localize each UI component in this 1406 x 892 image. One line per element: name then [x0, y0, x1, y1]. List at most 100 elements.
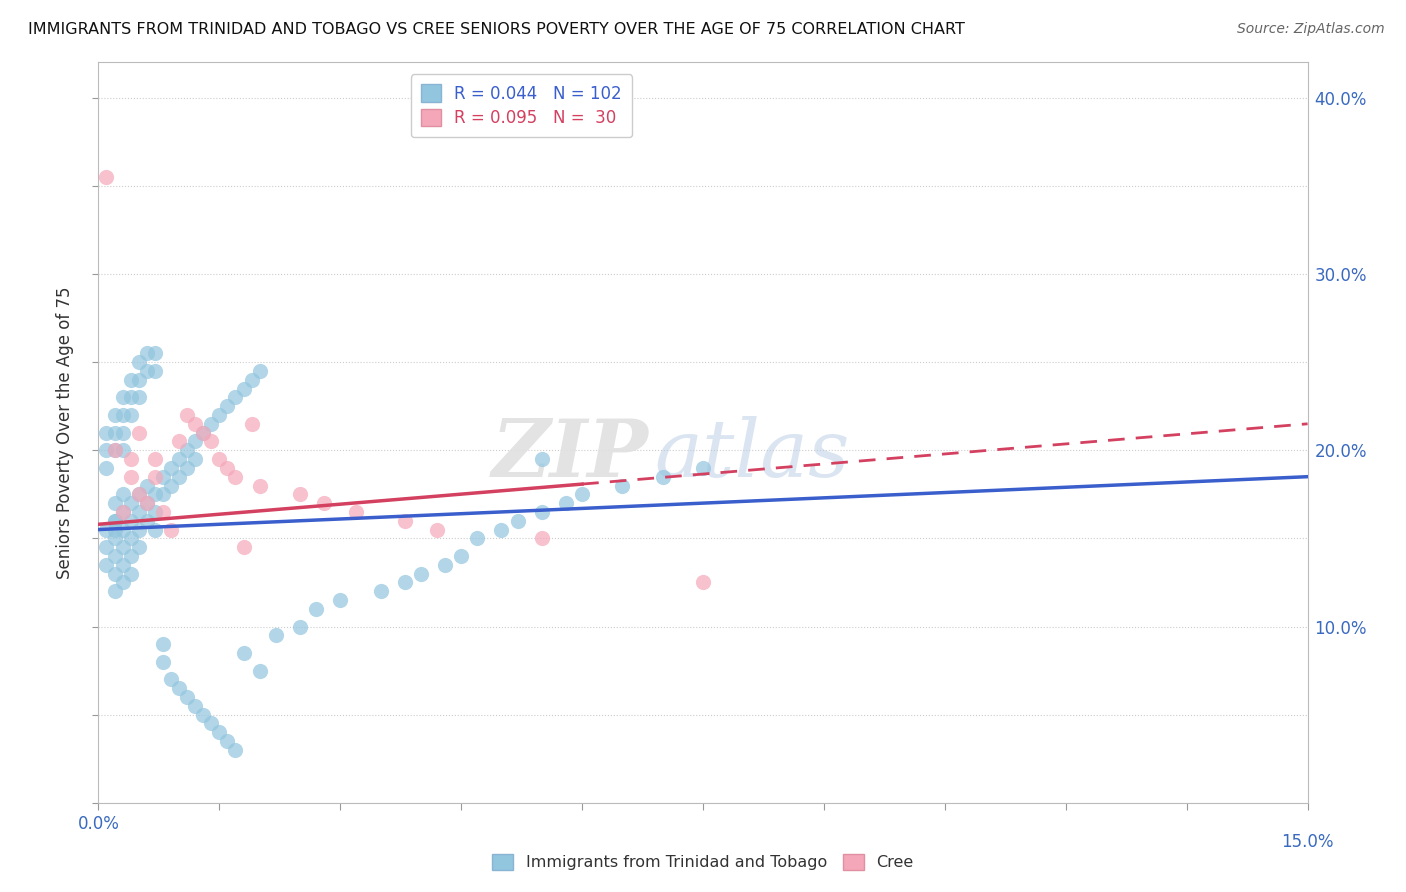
Point [208, 408, 231, 422]
Point [167, 469, 190, 483]
Point [450, 549, 472, 563]
Point [103, 584, 125, 599]
Point [103, 532, 125, 546]
Point [160, 673, 183, 687]
Point [167, 452, 190, 467]
Point [120, 549, 142, 563]
Point [329, 593, 352, 607]
Point [128, 523, 150, 537]
Point [152, 505, 174, 519]
Point [249, 478, 271, 492]
Point [143, 364, 166, 378]
Point [264, 628, 287, 642]
Point [111, 575, 134, 590]
Point [240, 417, 263, 431]
Point [152, 637, 174, 651]
Point [370, 584, 392, 599]
Point [184, 417, 207, 431]
Point [120, 514, 142, 528]
Point [120, 469, 142, 483]
Point [96, 540, 118, 554]
Point [96, 169, 118, 184]
Point [128, 540, 150, 554]
Point [249, 364, 271, 378]
Point [240, 373, 263, 387]
Point [160, 478, 183, 492]
Point [120, 373, 142, 387]
Point [96, 558, 118, 572]
Point [111, 390, 134, 404]
Point [217, 461, 239, 475]
Point [128, 487, 150, 501]
Point [200, 434, 222, 449]
Point [143, 523, 166, 537]
Point [111, 505, 134, 519]
Text: atlas: atlas [655, 416, 851, 493]
Point [208, 452, 231, 467]
Point [103, 523, 125, 537]
Point [409, 566, 432, 581]
Point [120, 496, 142, 510]
Point [530, 505, 553, 519]
Point [111, 558, 134, 572]
Point [111, 505, 134, 519]
Point [426, 523, 449, 537]
Point [152, 487, 174, 501]
Point [103, 425, 125, 440]
Point [232, 540, 254, 554]
Point [184, 452, 207, 467]
Text: ZIP: ZIP [492, 416, 648, 493]
Point [160, 461, 183, 475]
Point [152, 469, 174, 483]
Point [143, 505, 166, 519]
Point [184, 698, 207, 713]
Point [96, 425, 118, 440]
Point [305, 602, 328, 616]
Point [434, 558, 457, 572]
Point [571, 487, 593, 501]
Point [176, 690, 198, 704]
Point [128, 505, 150, 519]
Point [160, 523, 183, 537]
Point [530, 452, 553, 467]
Point [200, 716, 222, 731]
Point [394, 514, 416, 528]
Point [143, 487, 166, 501]
Point [111, 523, 134, 537]
Point [135, 478, 157, 492]
Text: Source: ZipAtlas.com: Source: ZipAtlas.com [1237, 22, 1385, 37]
Point [111, 408, 134, 422]
Point [232, 646, 254, 660]
Point [176, 443, 198, 458]
Point [176, 461, 198, 475]
Point [103, 514, 125, 528]
Point [530, 532, 553, 546]
Point [224, 743, 246, 757]
Point [193, 707, 215, 722]
Point [167, 681, 190, 696]
Point [232, 382, 254, 396]
Point [135, 364, 157, 378]
Point [96, 443, 118, 458]
Point [692, 575, 714, 590]
Point [152, 655, 174, 669]
Point [193, 425, 215, 440]
Legend: Immigrants from Trinidad and Tobago, Cree: Immigrants from Trinidad and Tobago, Cre… [486, 848, 920, 877]
Point [224, 469, 246, 483]
Point [120, 452, 142, 467]
Point [135, 346, 157, 360]
Point [120, 390, 142, 404]
Point [103, 549, 125, 563]
Point [103, 408, 125, 422]
Point [344, 505, 367, 519]
Point [111, 540, 134, 554]
Legend: R = 0.044   N = 102, R = 0.095   N =  30: R = 0.044 N = 102, R = 0.095 N = 30 [411, 74, 633, 137]
Point [111, 443, 134, 458]
Point [692, 461, 714, 475]
Point [103, 496, 125, 510]
Point [200, 417, 222, 431]
Point [465, 532, 488, 546]
Point [128, 487, 150, 501]
Point [491, 523, 513, 537]
Point [103, 566, 125, 581]
